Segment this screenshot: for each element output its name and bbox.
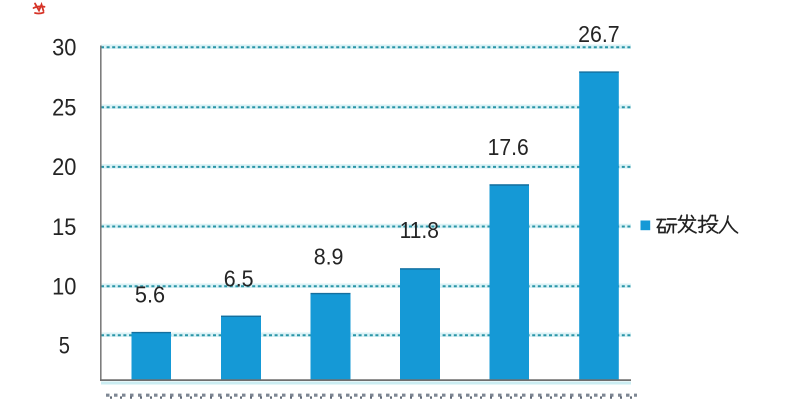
svg-text:25: 25 bbox=[52, 94, 76, 121]
svg-text:10: 10 bbox=[52, 273, 76, 300]
svg-text:20: 20 bbox=[52, 154, 76, 181]
svg-text:6.5: 6.5 bbox=[224, 266, 254, 292]
svg-text:15: 15 bbox=[52, 214, 76, 241]
svg-text:30: 30 bbox=[52, 35, 76, 62]
svg-text:5: 5 bbox=[59, 332, 70, 359]
svg-text:26.7: 26.7 bbox=[578, 21, 620, 47]
svg-text:8.9: 8.9 bbox=[314, 243, 344, 269]
svg-text:5.6: 5.6 bbox=[135, 282, 165, 308]
svg-text:17.6: 17.6 bbox=[488, 134, 529, 160]
svg-text:11.8: 11.8 bbox=[400, 217, 439, 243]
